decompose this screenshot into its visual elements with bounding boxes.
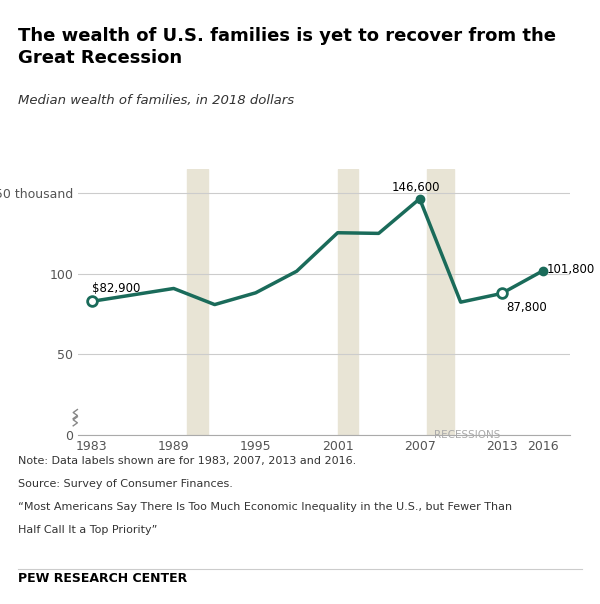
Text: $82,900: $82,900 <box>92 282 140 295</box>
Text: Source: Survey of Consumer Finances.: Source: Survey of Consumer Finances. <box>18 479 233 489</box>
Text: The wealth of U.S. families is yet to recover from the
Great Recession: The wealth of U.S. families is yet to re… <box>18 27 556 68</box>
Bar <box>338 169 358 435</box>
Bar <box>427 169 454 435</box>
Text: 146,600: 146,600 <box>391 181 440 194</box>
Text: RECESSIONS: RECESSIONS <box>434 430 500 440</box>
Text: Note: Data labels shown are for 1983, 2007, 2013 and 2016.: Note: Data labels shown are for 1983, 20… <box>18 456 356 466</box>
Text: 87,800: 87,800 <box>506 301 547 313</box>
Text: “Most Americans Say There Is Too Much Economic Inequality in the U.S., but Fewer: “Most Americans Say There Is Too Much Ec… <box>18 502 512 512</box>
Text: Half Call It a Top Priority”: Half Call It a Top Priority” <box>18 525 157 535</box>
Bar <box>187 169 208 435</box>
Text: 101,800: 101,800 <box>547 263 595 276</box>
Text: Median wealth of families, in 2018 dollars: Median wealth of families, in 2018 dolla… <box>18 94 294 107</box>
Text: PEW RESEARCH CENTER: PEW RESEARCH CENTER <box>18 571 187 585</box>
